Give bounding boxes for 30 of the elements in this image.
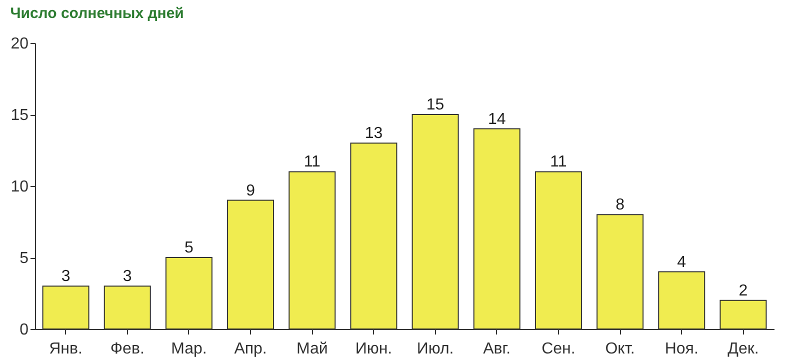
data-label: 11 [304,154,321,171]
data-label: 3 [61,268,70,286]
chart-title: Число солнечных дней [10,5,184,22]
data-label: 2 [738,282,748,300]
x-tick-label: Ноя. [664,340,698,358]
data-label: 15 [426,96,444,114]
x-tick-label: Окт. [605,340,635,358]
y-tick-label: 10 [10,178,29,196]
x-tick-label: Дек. [728,340,759,358]
y-tick-label: 20 [10,36,29,52]
x-tick-label: Фев. [110,340,144,358]
data-label: 5 [184,240,194,256]
y-tick-label: 15 [10,107,29,124]
x-tick-label: Июл. [416,340,454,358]
y-tick-label: 5 [20,250,29,267]
x-tick-label: Июн. [355,340,392,358]
x-tick-label: Мар. [171,340,207,358]
y-tick-label: 0 [20,322,29,338]
x-tick-label: Сен. [542,340,576,358]
data-label: 13 [364,125,383,142]
data-label: 4 [677,254,686,271]
data-label: 9 [246,182,256,200]
x-tick-label: Авг. [483,340,511,358]
x-tick-label: Апр. [234,340,267,358]
data-label: 8 [616,196,625,214]
data-label: 11 [550,154,567,171]
x-tick-label: Янв. [49,340,82,358]
data-label: 14 [488,110,506,128]
data-label: 3 [122,268,132,286]
x-tick-label: Май [296,340,328,358]
